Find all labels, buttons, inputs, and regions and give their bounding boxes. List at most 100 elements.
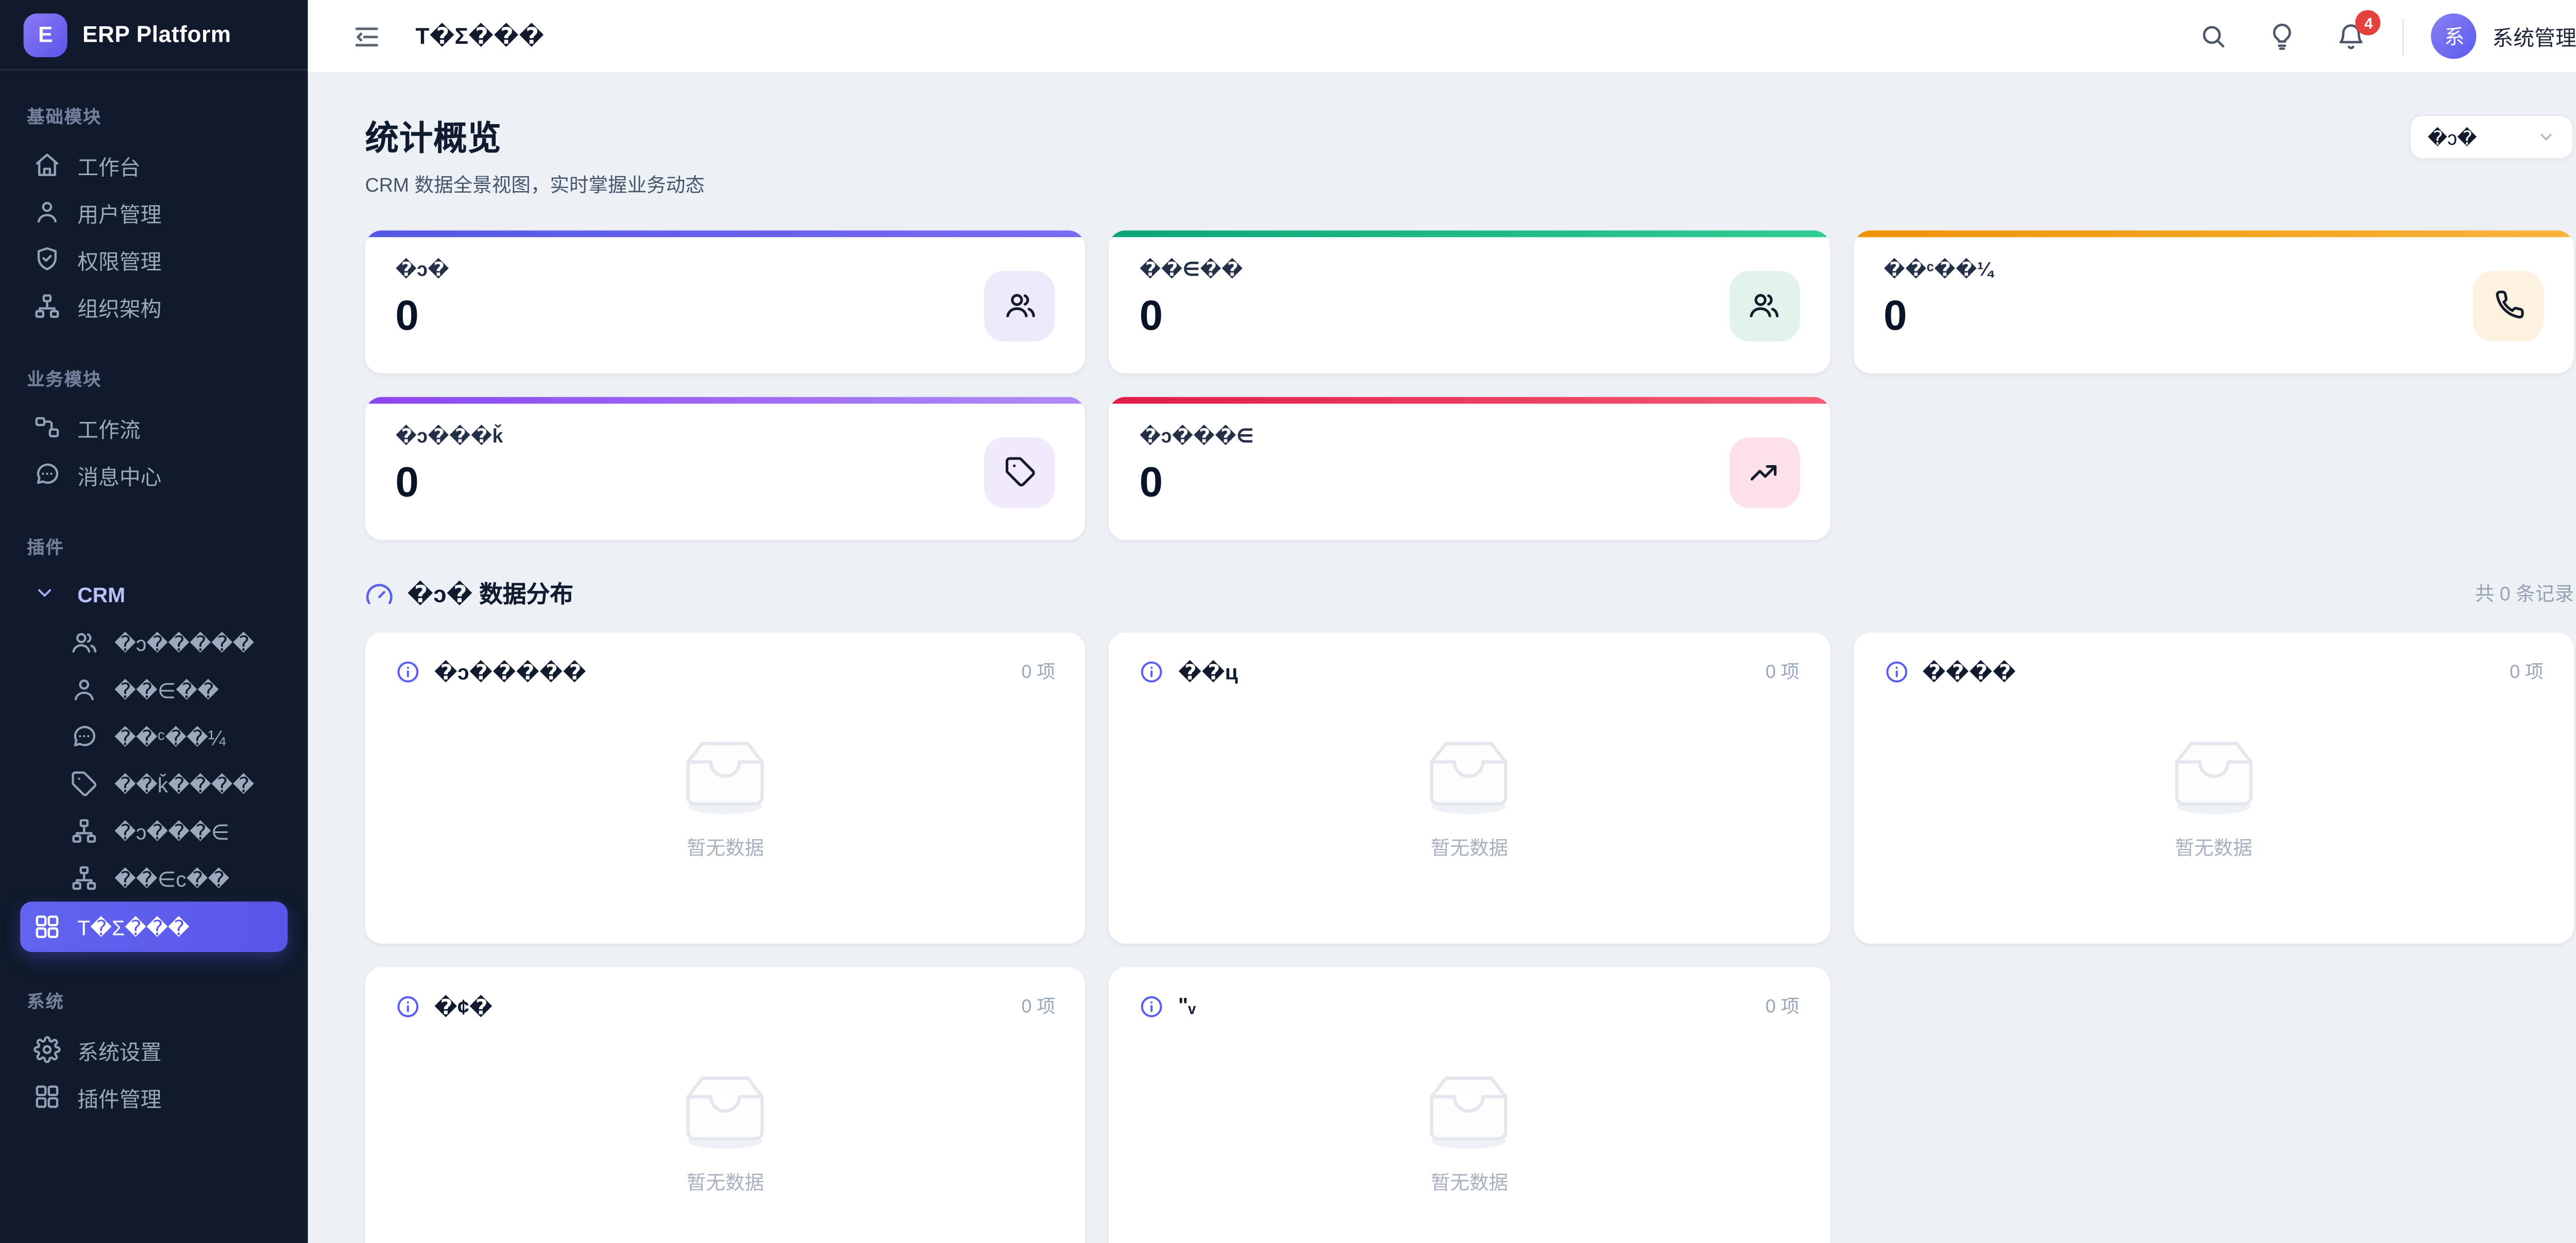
info-icon[interactable]: [1140, 993, 1165, 1018]
user-avatar[interactable]: 系: [2431, 13, 2478, 59]
org-chart-icon: [71, 818, 97, 844]
stat-card-contacts: ��∈�� 0: [1109, 230, 1830, 373]
sidebar-item-label: ��ǩ����: [114, 773, 255, 797]
sidebar-item-label: �ɔ�����: [114, 632, 255, 655]
distribution-card-count: 0 项: [1765, 997, 1800, 1018]
home-icon: [33, 151, 60, 178]
sidebar-group-crm[interactable]: CRM: [20, 572, 287, 619]
stat-value: 0: [395, 293, 419, 340]
sidebar-item-messages[interactable]: 消息中心: [20, 451, 287, 498]
distribution-section-title: �ɔ� 数据分布: [407, 580, 574, 607]
distribution-card-count: 0 项: [1021, 662, 1056, 683]
sidebar-subitem-crm-5[interactable]: ��∈ᴄ��: [20, 855, 287, 901]
stat-label: ��∈��: [1139, 261, 1243, 281]
sidebar-subitem-crm-4[interactable]: �ɔ���∈: [20, 807, 287, 854]
sidebar-subitem-crm-2[interactable]: ��ᶜ��¼: [20, 713, 287, 760]
filter-select-value: �ɔ�: [2427, 128, 2477, 149]
sidebar-item-active-stats[interactable]: Τ�Σ���: [20, 901, 288, 952]
notification-badge: 4: [2356, 10, 2381, 36]
distribution-card: ��ц 0 项 暂无数据: [1109, 632, 1830, 944]
notifications-button[interactable]: 4: [2337, 10, 2381, 50]
message-icon: [33, 461, 60, 488]
stats-grid: �ɔ� 0 ��∈�� 0 ��ᶜ��¼: [365, 230, 2574, 540]
section-label-basic: 基础模块: [27, 107, 102, 128]
stat-value: 0: [395, 459, 419, 506]
sidebar-item-label: 用户管理: [77, 202, 162, 227]
info-icon[interactable]: [1884, 658, 1909, 684]
empty-state-label: 暂无数据: [2175, 838, 2252, 859]
sidebar-item-settings[interactable]: 系统设置: [20, 1026, 287, 1073]
stat-value: 0: [1884, 293, 1907, 340]
section-label-system: 系统: [27, 992, 64, 1013]
distribution-card-count: 0 项: [1765, 662, 1800, 683]
info-icon[interactable]: [395, 658, 420, 684]
users-icon: [71, 629, 97, 656]
sidebar-item-permissions[interactable]: 权限管理: [20, 235, 287, 282]
stat-accent-bar: [365, 397, 1086, 404]
sidebar-item-users[interactable]: 用户管理: [20, 189, 287, 235]
empty-inbox-icon: [1431, 741, 1509, 813]
phone-icon: [2473, 270, 2544, 341]
distribution-card-title: �¢�: [434, 995, 493, 1019]
distribution-card-title: ʺᵥ: [1178, 994, 1196, 1018]
page-title: 统计概览: [365, 121, 502, 158]
empty-inbox-icon: [2175, 741, 2252, 813]
info-icon[interactable]: [1140, 658, 1165, 684]
sidebar-group-label: CRM: [77, 584, 126, 607]
section-label-business: 业务模块: [27, 370, 102, 390]
distribution-card-title: ����: [1922, 660, 2016, 684]
stat-card-opportunities: �ɔ���∈ 0: [1109, 397, 1830, 540]
sidebar-subitem-crm-3[interactable]: ��ǩ����: [20, 760, 287, 807]
page-subtitle: CRM 数据全景视图，实时掌握业务动态: [365, 176, 705, 197]
stat-accent-bar: [1109, 397, 1830, 404]
distribution-card-title: ��ц: [1178, 660, 1238, 684]
sidebar-item-label: Τ�Σ���: [77, 915, 190, 940]
sidebar-subitem-crm-1[interactable]: ��∈��: [20, 666, 287, 713]
distribution-card-count: 0 项: [1021, 997, 1056, 1018]
brand-logo: E: [23, 12, 67, 57]
stat-value: 0: [1139, 459, 1163, 506]
sidebar-item-label: 系统设置: [77, 1040, 162, 1064]
empty-state-label: 暂无数据: [1431, 1173, 1509, 1194]
user-icon: [71, 676, 97, 703]
filter-select[interactable]: �ɔ�: [2409, 114, 2574, 160]
stat-accent-bar: [1109, 230, 1830, 237]
sidebar-item-plugin-manager[interactable]: 插件管理: [20, 1073, 287, 1120]
stat-accent-bar: [1853, 230, 2574, 237]
workflow-icon: [33, 414, 60, 440]
message-icon: [71, 723, 97, 750]
sidebar: E ERP Platform 基础模块 工作台 用户管理 权限管理 组织架构 业…: [0, 0, 308, 1243]
sidebar-item-workflow[interactable]: 工作流: [20, 404, 287, 451]
sidebar-item-organization[interactable]: 组织架构: [20, 283, 287, 330]
stat-value: 0: [1139, 293, 1163, 340]
distribution-grid: �ɔ����� 0 项 暂无数据 ��ц 0 项: [365, 632, 2574, 1243]
distribution-card: ���� 0 项 暂无数据: [1853, 632, 2574, 944]
topbar-title: Τ�Σ���: [415, 23, 545, 48]
sidebar-subitem-crm-0[interactable]: �ɔ�����: [20, 619, 287, 666]
sidebar-item-label: 工作台: [77, 156, 141, 179]
stat-label: �ɔ�: [395, 261, 449, 281]
sidebar-item-label: �ɔ���∈: [114, 820, 230, 844]
sidebar-item-label: ��ᶜ��¼: [114, 725, 226, 750]
sidebar-nav: 基础模块 工作台 用户管理 权限管理 组织架构 业务模块 工作流: [0, 71, 308, 1243]
distribution-card: ʺᵥ 0 项 暂无数据: [1109, 967, 1830, 1243]
empty-state-label: 暂无数据: [686, 1173, 764, 1194]
lightbulb-button[interactable]: [2268, 22, 2297, 50]
user-name[interactable]: 系统管理员: [2492, 27, 2576, 50]
search-button[interactable]: [2199, 22, 2228, 50]
gear-icon: [33, 1036, 60, 1063]
distribution-card-count: 0 项: [2510, 662, 2544, 683]
stat-label: �ɔ���ǩ: [395, 427, 503, 448]
page-content: 统计概览 CRM 数据全景视图，实时掌握业务动态 �ɔ� �ɔ� 0: [308, 74, 2576, 1243]
sidebar-collapse-button[interactable]: [351, 21, 382, 52]
sidebar-item-label: ��∈��: [114, 678, 219, 703]
tag-icon: [71, 771, 97, 797]
empty-inbox-icon: [1431, 1076, 1509, 1148]
sidebar-item-workbench[interactable]: 工作台: [20, 141, 287, 188]
info-icon[interactable]: [395, 993, 420, 1018]
distribution-card-title: �ɔ�����: [434, 660, 586, 684]
empty-state: 暂无数据: [395, 1019, 1055, 1243]
sidebar-item-label: 消息中心: [77, 465, 162, 489]
gauge-icon: [365, 580, 394, 608]
